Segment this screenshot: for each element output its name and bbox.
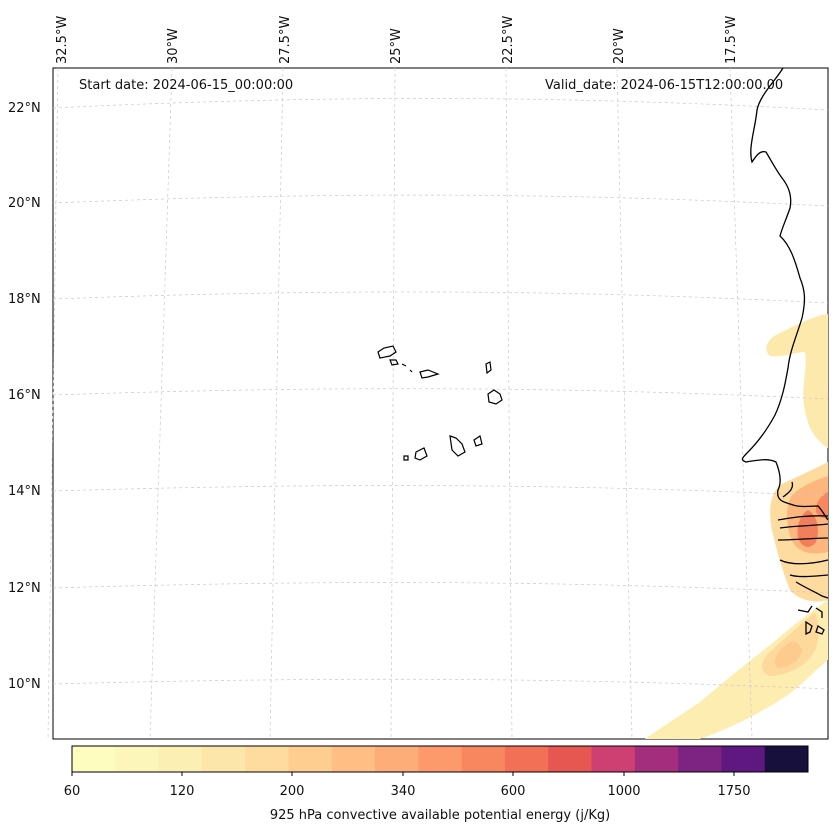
colorbar-segment <box>158 746 203 772</box>
lon-label: 22.5°W <box>501 16 516 64</box>
colorbar-segment <box>418 746 463 772</box>
lon-label: 17.5°W <box>724 16 739 64</box>
colorbar-border <box>71 745 809 773</box>
lat-label: 10°N <box>8 677 41 692</box>
colorbar-title: 925 hPa convective available potential e… <box>269 808 611 823</box>
start-date-label: Start date: 2024-06-15_00:00:00 <box>79 78 294 93</box>
longitude-labels: 32.5°W 30°W 27.5°W 25°W 22.5°W 20°W 17.5… <box>55 16 739 64</box>
lat-label: 16°N <box>8 388 41 403</box>
valid-date-label: Valid_date: 2024-06-15T12:00:00.00 <box>545 78 784 93</box>
lon-label: 27.5°W <box>278 16 293 64</box>
lat-label: 12°N <box>8 581 41 596</box>
colorbar-tick-label: 120 <box>170 784 195 799</box>
lat-label: 14°N <box>8 484 41 499</box>
colorbar-tick-label: 600 <box>501 784 526 799</box>
lat-label: 22°N <box>8 101 41 116</box>
colorbar-segment <box>634 746 679 772</box>
cape-region-fill <box>645 314 828 739</box>
cape-verde-islands <box>377 345 503 461</box>
colorbar-tick-labels: 60 120 200 340 600 1000 1750 <box>64 784 751 799</box>
colorbar-segment <box>591 746 636 772</box>
colorbar-segment <box>678 746 722 772</box>
lon-label: 25°W <box>389 28 404 64</box>
colorbar-tick-label: 1750 <box>717 784 750 799</box>
map-frame <box>52 67 829 740</box>
colorbar-segment <box>331 746 376 772</box>
coastline <box>741 67 829 636</box>
colorbar-segment <box>115 746 160 772</box>
colorbar-tick-label: 1000 <box>607 784 640 799</box>
colorbar-tick-label: 200 <box>280 784 305 799</box>
colorbar-tick-label: 340 <box>391 784 416 799</box>
colorbar-segment <box>721 746 766 772</box>
lat-label: 18°N <box>8 292 41 307</box>
latitude-labels: 22°N 20°N 18°N 16°N 14°N 12°N 10°N <box>8 101 41 692</box>
lat-label: 20°N <box>8 196 41 211</box>
colorbar <box>71 745 809 776</box>
gridlines <box>47 67 829 740</box>
colorbar-segment <box>764 746 809 772</box>
colorbar-segment <box>548 746 593 772</box>
colorbar-segment <box>201 746 246 772</box>
lon-label: 20°W <box>612 28 627 64</box>
colorbar-segment <box>72 746 116 772</box>
colorbar-segment <box>375 746 419 772</box>
colorbar-segment <box>288 746 333 772</box>
colorbar-segment <box>245 746 289 772</box>
colorbar-segment <box>461 746 506 772</box>
lon-label: 32.5°W <box>55 16 70 64</box>
colorbar-tick-label: 60 <box>64 784 81 799</box>
lon-label: 30°W <box>166 28 181 64</box>
colorbar-segment <box>504 746 549 772</box>
